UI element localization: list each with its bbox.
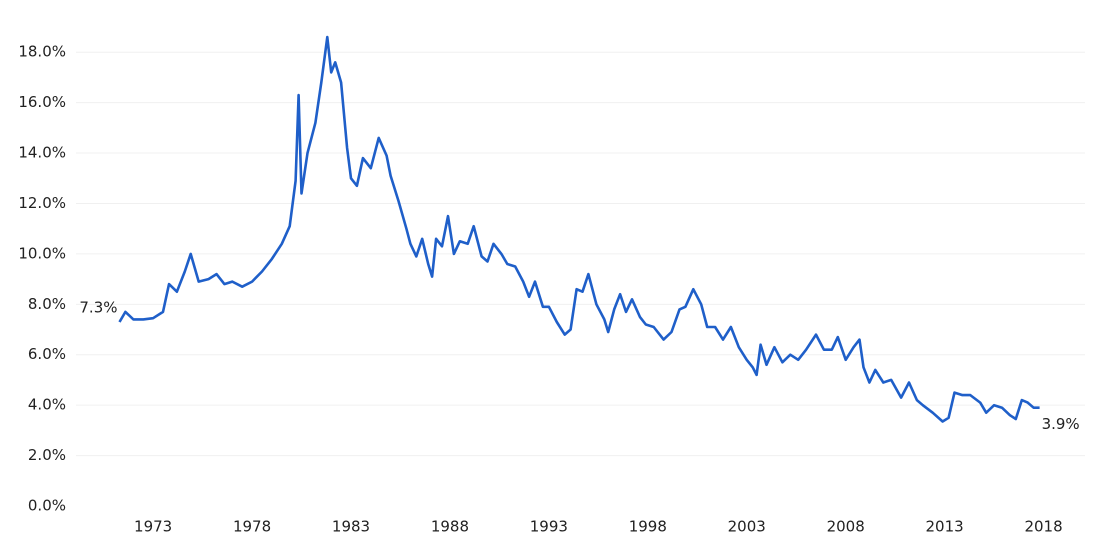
y-tick-label: 6.0% <box>28 345 66 363</box>
y-tick-label: 18.0% <box>18 43 66 61</box>
annotation: 3.9% <box>1042 415 1080 433</box>
y-tick-label: 14.0% <box>18 144 66 162</box>
x-tick-label: 1983 <box>332 518 370 536</box>
y-tick-label: 16.0% <box>18 93 66 111</box>
x-tick-label: 2018 <box>1024 518 1062 536</box>
x-tick-label: 1998 <box>629 518 667 536</box>
y-tick-label: 8.0% <box>28 295 66 313</box>
y-tick-label: 4.0% <box>28 396 66 414</box>
x-tick-label: 2008 <box>827 518 865 536</box>
annotation: 7.3% <box>79 298 117 316</box>
x-tick-label: 2013 <box>926 518 964 536</box>
y-tick-label: 2.0% <box>28 446 66 464</box>
line <box>118 35 1040 423</box>
y-tick-label: 10.0% <box>18 244 66 262</box>
x-tick-label: 1978 <box>233 518 271 536</box>
x-tick-label: 1988 <box>431 518 469 536</box>
y-tick-label: 0.0% <box>28 497 66 515</box>
x-tick-label: 1993 <box>530 518 568 536</box>
y-tick-label: 12.0% <box>18 194 66 212</box>
x-tick-label: 2003 <box>728 518 766 536</box>
x-tick-label: 1973 <box>134 518 172 536</box>
